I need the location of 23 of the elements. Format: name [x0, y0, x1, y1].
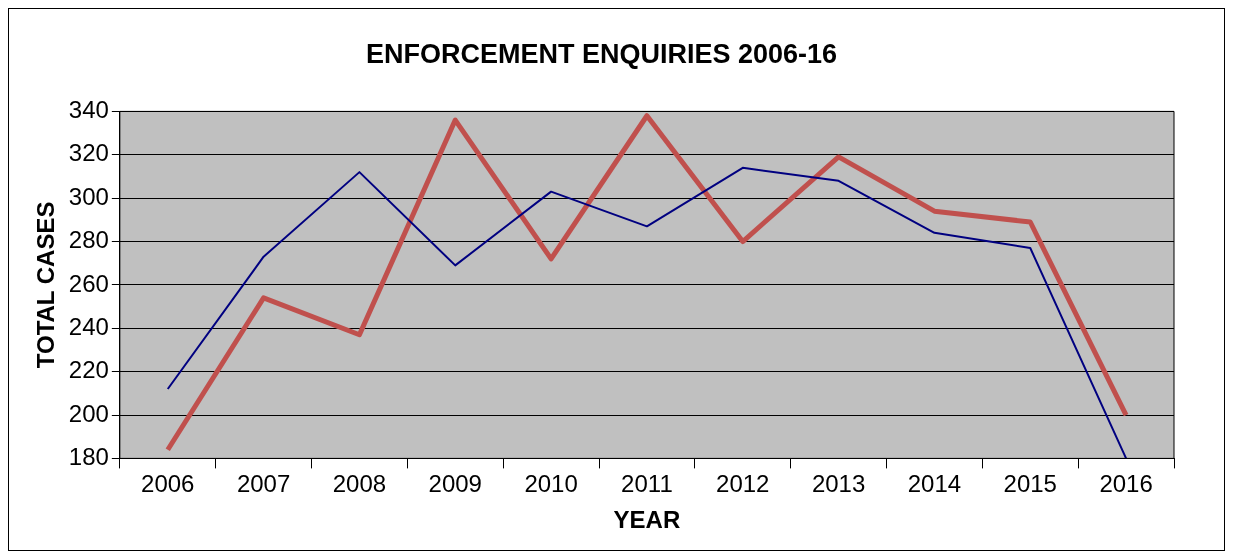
x-tick-label: 2008: [332, 470, 387, 498]
y-tick-label: 260: [68, 269, 109, 297]
chart-title: ENFORCEMENT ENQUIRIES 2006-16: [365, 38, 838, 69]
y-tick-label: 200: [68, 399, 109, 427]
y-axis-title: TOTAL CASES: [32, 201, 60, 369]
y-tick-label: 240: [68, 312, 109, 340]
x-tick-label: 2010: [524, 470, 578, 498]
x-tick-label: 2007: [236, 470, 291, 498]
y-tick-label: 280: [68, 226, 109, 254]
x-axis-title: YEAR: [613, 506, 681, 534]
x-tick-label: 2012: [716, 470, 770, 498]
x-tick-label: 2009: [428, 470, 482, 498]
y-tick-label: 320: [68, 139, 109, 167]
x-tick-label: 2016: [1099, 470, 1153, 498]
x-tick-label: 2006: [141, 470, 195, 498]
x-tick-label: 2013: [811, 470, 866, 498]
x-tick-label: 2015: [1003, 470, 1057, 498]
y-tick-label: 340: [68, 96, 109, 124]
x-tick-label: 2014: [907, 470, 962, 498]
x-tick-label: 2011: [621, 470, 673, 498]
y-tick-label: 180: [68, 443, 109, 471]
y-tick-label: 220: [68, 356, 109, 384]
y-tick-label: 300: [68, 182, 109, 210]
